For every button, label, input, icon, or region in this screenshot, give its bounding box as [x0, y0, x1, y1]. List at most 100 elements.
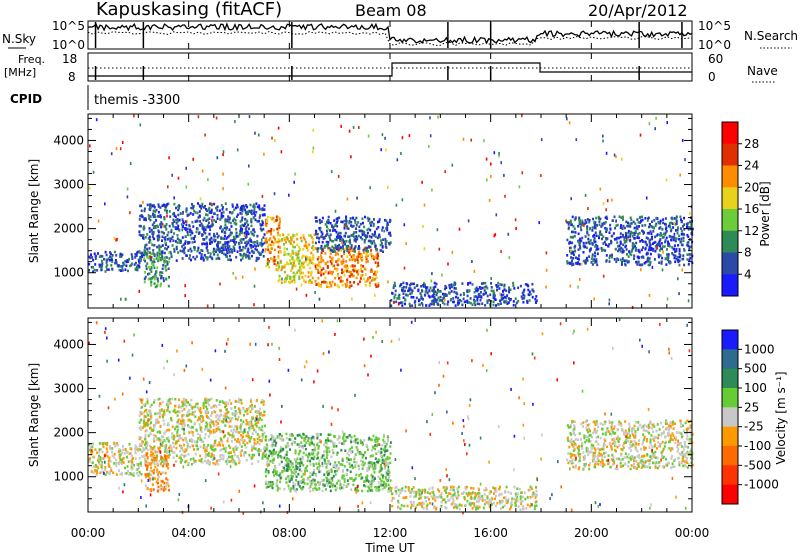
data-cell [379, 249, 382, 252]
data-cell [323, 457, 326, 461]
data-cell [244, 451, 247, 454]
data-cell [355, 276, 358, 280]
data-cell [213, 212, 216, 215]
data-cell [490, 162, 492, 166]
data-cell [146, 397, 149, 401]
data-cell [166, 203, 169, 206]
data-cell [199, 224, 202, 227]
data-cell [320, 268, 323, 272]
data-cell [177, 420, 180, 423]
data-cell [248, 251, 251, 255]
data-cell [131, 461, 134, 464]
data-cell [369, 284, 371, 287]
data-cell [319, 271, 322, 274]
data-cell [359, 472, 362, 476]
data-cell [185, 254, 188, 257]
data-cell [246, 422, 249, 426]
data-cell [162, 277, 165, 280]
data-cell [251, 406, 254, 410]
data-cell [215, 427, 218, 431]
data-cell [358, 126, 360, 129]
data-cell [675, 257, 678, 261]
data-cell [166, 408, 169, 412]
data-cell [374, 261, 377, 264]
data-cell [173, 214, 176, 217]
data-cell [139, 123, 142, 127]
data-cell [174, 227, 177, 231]
data-cell [514, 218, 517, 222]
data-cell [140, 442, 143, 445]
data-cell [521, 114, 523, 118]
data-cell [93, 268, 96, 272]
data-cell [118, 268, 121, 272]
data-cell [143, 421, 146, 425]
data-cell [305, 257, 307, 261]
data-cell [421, 289, 423, 292]
data-cell [593, 220, 595, 224]
data-cell [283, 266, 286, 269]
data-cell [261, 208, 264, 212]
data-cell [177, 425, 180, 429]
data-cell [306, 459, 309, 462]
data-cell [673, 232, 676, 236]
data-cell [205, 461, 208, 465]
data-cell [686, 225, 688, 229]
data-cell [242, 420, 245, 423]
data-cell [156, 489, 159, 493]
data-cell [219, 437, 222, 440]
data-cell [444, 170, 446, 174]
data-cell [290, 253, 293, 256]
data-cell [166, 451, 169, 454]
data-cell [386, 228, 389, 232]
data-cell [170, 252, 173, 256]
data-cell [594, 231, 597, 234]
data-cell [176, 241, 179, 244]
data-cell [176, 428, 179, 432]
data-cell [261, 194, 264, 198]
data-cell [311, 449, 314, 452]
data-cell [101, 457, 103, 460]
data-cell [594, 240, 597, 244]
data-cell [531, 288, 534, 291]
data-cell [351, 297, 353, 301]
data-cell [187, 453, 190, 456]
data-cell [363, 241, 366, 244]
data-cell [342, 247, 344, 250]
data-cell [343, 265, 346, 268]
data-cell [192, 236, 195, 240]
data-cell [265, 221, 268, 225]
data-cell [580, 228, 583, 232]
data-cell [216, 214, 219, 217]
data-cell [267, 215, 270, 219]
data-cell [310, 281, 313, 284]
data-cell [167, 456, 170, 459]
data-cell [146, 442, 149, 445]
data-cell [200, 459, 202, 463]
data-cell [671, 246, 674, 249]
data-cell [164, 450, 166, 453]
data-cell [153, 260, 156, 264]
data-cell [303, 244, 306, 248]
data-cell [613, 258, 616, 261]
data-cell [364, 280, 367, 284]
data-cell [636, 236, 639, 239]
data-cell [337, 461, 340, 464]
data-cell [484, 292, 487, 295]
data-cell [387, 439, 390, 443]
data-cell [218, 419, 221, 422]
data-cell [149, 422, 152, 426]
data-cell [159, 223, 162, 226]
data-cell [230, 459, 233, 463]
data-cell [250, 254, 253, 258]
data-cell [664, 231, 667, 235]
data-cell [97, 456, 100, 460]
data-cell [198, 251, 201, 255]
data-cell [389, 234, 392, 237]
data-cell [387, 280, 389, 284]
data-cell [296, 443, 299, 446]
data-cell [221, 441, 224, 444]
data-cell [595, 258, 598, 261]
data-cell [258, 448, 260, 451]
data-cell [157, 481, 159, 485]
data-cell [182, 220, 185, 223]
